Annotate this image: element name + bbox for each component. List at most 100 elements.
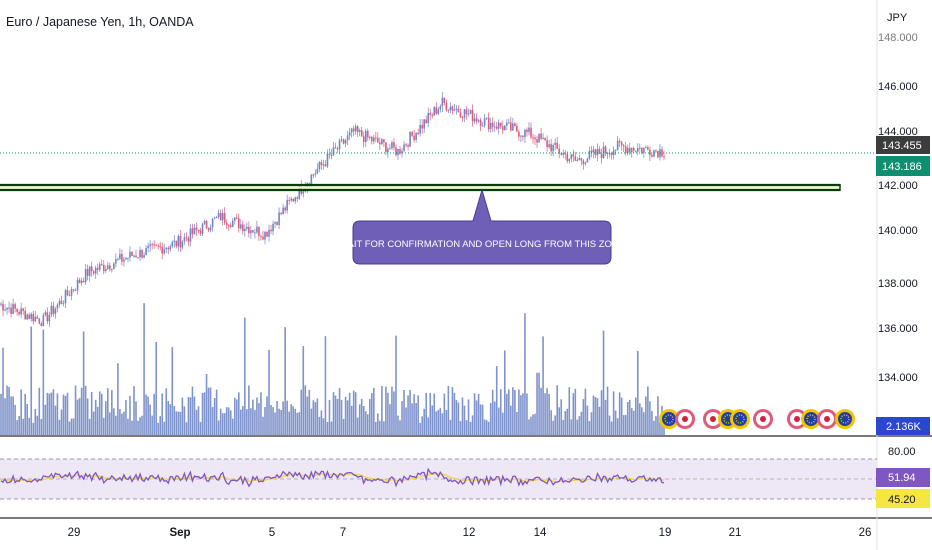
candle-body <box>195 227 198 231</box>
volume-bar <box>489 402 492 435</box>
volume-bar <box>364 411 367 435</box>
candle-body <box>510 122 512 131</box>
candle-body <box>161 246 164 254</box>
volume-bar <box>80 387 83 435</box>
last-price-label: 143.455 <box>882 140 922 152</box>
volume-bar <box>133 386 135 435</box>
volume-bar <box>179 411 182 435</box>
candle-body <box>499 122 502 127</box>
candle-body <box>227 225 230 227</box>
volume-bar <box>32 422 35 435</box>
eu-flag-event-icon[interactable] <box>801 409 821 429</box>
volume-bar <box>574 388 577 435</box>
candle-body <box>46 312 49 322</box>
volume-bar <box>149 404 151 435</box>
candle-body <box>475 118 478 122</box>
candle-body <box>441 97 444 107</box>
volume-bar <box>524 313 526 435</box>
volume-bar <box>399 420 401 435</box>
candle-body <box>592 149 595 153</box>
volume-bar <box>389 404 391 435</box>
volume-bar <box>278 408 280 435</box>
price-tick: 144.000 <box>878 126 918 138</box>
volume-bar <box>455 400 458 435</box>
candle-body <box>455 108 458 110</box>
candle-body <box>618 140 621 143</box>
candle-body <box>231 220 234 227</box>
volume-bar <box>433 393 436 435</box>
callout-annotation[interactable]: WAIT FOR CONFIRMATION AND OPEN LONG FROM… <box>339 188 625 265</box>
volume-bar <box>100 393 103 435</box>
volume-bar <box>213 398 216 435</box>
price-axis-ticks[interactable]: 148.000 146.000 144.000 142.000 140.000 … <box>878 32 918 384</box>
candle-body <box>393 142 395 148</box>
candle-body <box>457 108 460 113</box>
volume-bar <box>423 408 425 435</box>
volume-bar <box>56 393 59 435</box>
candle-body <box>520 135 522 137</box>
volume-bar <box>520 395 522 435</box>
candle-body <box>318 162 321 170</box>
candle-body <box>528 127 530 133</box>
volume-bar <box>16 420 18 435</box>
eu-flag-event-icon[interactable] <box>730 409 750 429</box>
candle-body <box>483 118 486 126</box>
volume-bar <box>72 418 75 435</box>
jp-flag-event-icon[interactable] <box>675 409 695 429</box>
candle-body <box>286 200 288 211</box>
volume-bar <box>373 387 375 435</box>
candle-body <box>497 122 500 129</box>
candle-body <box>636 148 639 152</box>
candle-body <box>586 158 589 163</box>
candle-body <box>48 314 51 322</box>
jp-flag-event-icon[interactable] <box>817 409 837 429</box>
candle-body <box>92 271 95 274</box>
volume-bar <box>439 407 442 435</box>
volume-bar <box>86 398 89 435</box>
candle-body <box>50 305 53 315</box>
volume-bar <box>191 386 194 435</box>
candle-body <box>334 147 337 149</box>
candle-body <box>560 153 563 155</box>
volume-bar <box>447 386 450 435</box>
jp-flag-event-icon[interactable] <box>753 409 773 429</box>
candle-body <box>185 237 188 239</box>
candle-body <box>90 266 93 272</box>
candle-body <box>556 142 558 149</box>
volume-bar <box>320 410 323 435</box>
support-zone[interactable] <box>0 183 841 192</box>
candle-body <box>221 213 224 221</box>
time-tick: Sep <box>169 527 190 539</box>
volume-bar <box>393 391 395 435</box>
volume-bar <box>657 396 659 435</box>
candle-body <box>121 253 123 262</box>
volume-bar <box>117 363 119 435</box>
price-tick: 148.000 <box>878 32 918 44</box>
time-axis[interactable]: 29 Sep 5 7 12 14 19 21 26 <box>68 527 872 539</box>
jp-flag-event-icon[interactable] <box>787 409 807 429</box>
candle-body <box>183 237 186 242</box>
volume-bar <box>653 420 655 435</box>
volume-bar <box>199 421 202 435</box>
eu-flag-event-icon[interactable] <box>835 409 855 429</box>
eu-flag-event-icon[interactable] <box>659 409 679 429</box>
volume-label: 2.136K <box>886 421 922 433</box>
volume-bar <box>50 392 53 435</box>
volume-bar <box>66 392 69 435</box>
candle-body <box>262 236 264 240</box>
volume-bar <box>300 389 303 435</box>
volume-bar <box>40 419 43 435</box>
volume-bar <box>346 400 349 435</box>
volume-bar <box>137 420 139 435</box>
jp-flag-event-icon[interactable] <box>703 409 723 429</box>
volume-bar <box>84 385 87 435</box>
candle-body <box>20 308 22 315</box>
candle-body <box>242 224 244 232</box>
candle-body <box>12 304 14 315</box>
volume-bar <box>252 399 254 435</box>
candle-body <box>524 129 526 138</box>
volume-bar <box>74 385 77 435</box>
volume-bar <box>586 405 589 435</box>
callout-bubble[interactable] <box>352 188 612 265</box>
event-icons[interactable] <box>659 409 855 429</box>
